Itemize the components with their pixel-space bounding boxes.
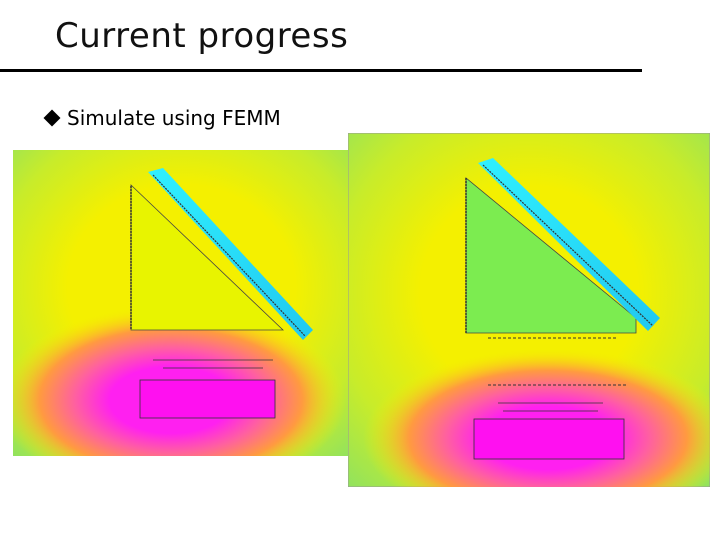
bullet-item: Simulate using FEMM — [43, 106, 281, 130]
simulation-image — [13, 150, 350, 456]
coil-line — [482, 164, 654, 327]
magnet-region — [473, 418, 625, 460]
magnet-region — [139, 379, 276, 419]
simulation-image — [348, 133, 710, 487]
slide-title: Current progress — [55, 16, 349, 56]
cyan-band — [478, 158, 660, 331]
coil-line — [152, 174, 306, 337]
cyan-band — [148, 168, 313, 340]
triangle-region — [130, 184, 284, 331]
bullet-text: Simulate using FEMM — [67, 106, 281, 130]
title-rule — [0, 69, 642, 72]
bullet-marker — [43, 109, 61, 127]
